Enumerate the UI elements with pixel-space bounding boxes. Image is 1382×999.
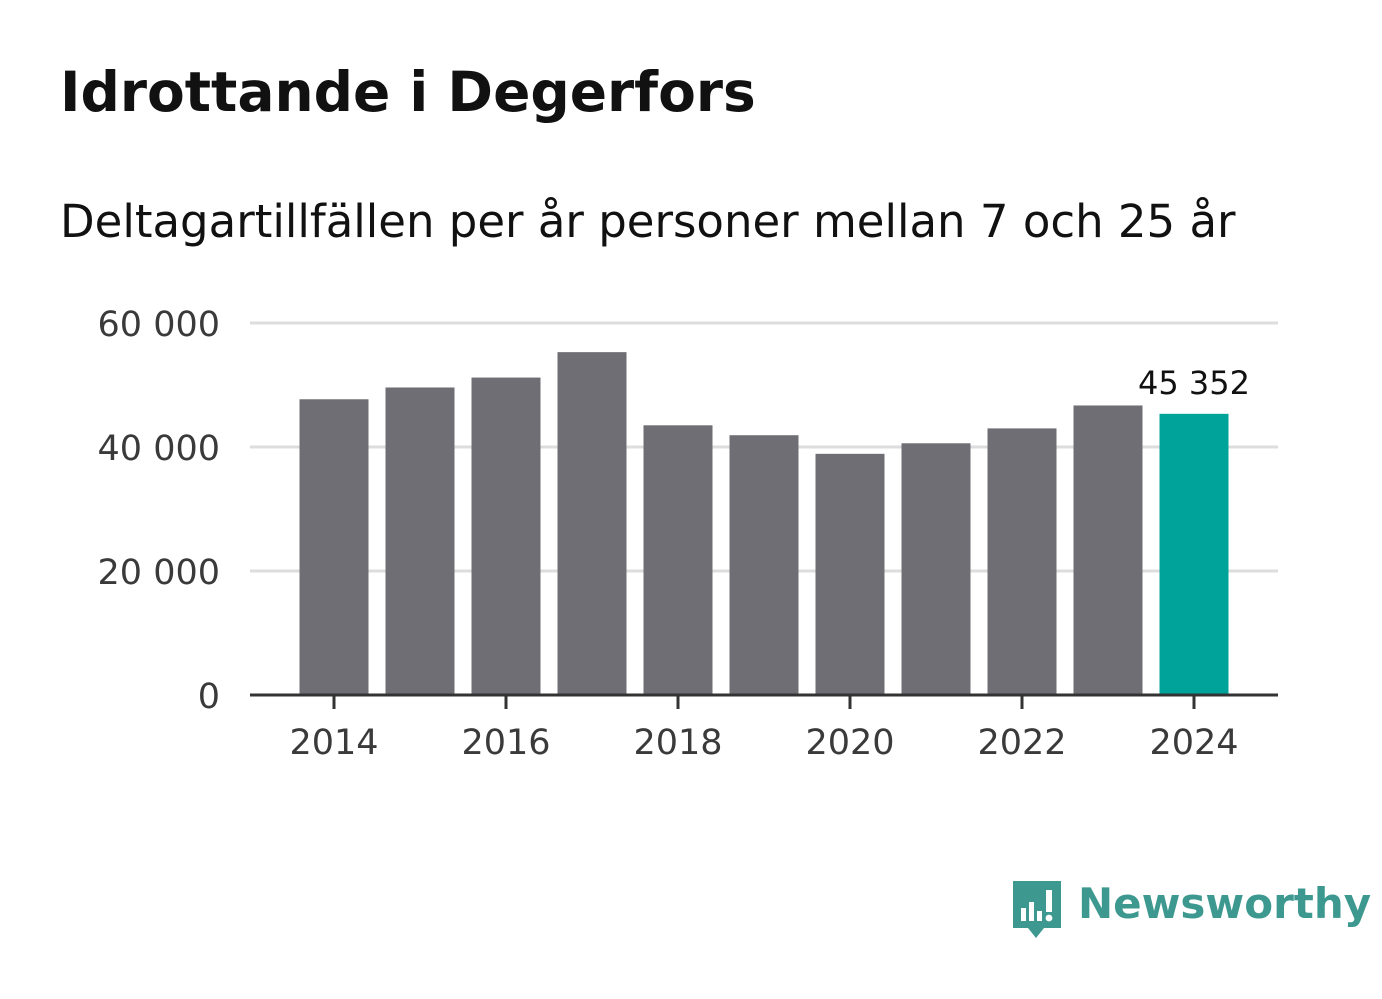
bar	[557, 352, 627, 695]
x-tick-label: 2018	[633, 723, 722, 763]
bar	[729, 435, 799, 695]
bar	[643, 425, 713, 695]
bars	[299, 352, 1229, 695]
x-tick-label: 2014	[289, 723, 378, 763]
bar	[385, 387, 455, 695]
bar	[901, 443, 971, 695]
bar-highlight	[1159, 413, 1229, 695]
bar	[815, 453, 885, 695]
x-tick-label: 2022	[977, 723, 1066, 763]
bar	[1073, 405, 1143, 695]
y-tick-label: 40 000	[98, 429, 220, 469]
y-tick-label: 60 000	[98, 305, 220, 345]
brand-name: Newsworthy	[1078, 879, 1372, 928]
chart-subtitle: Deltagartillfällen per år personer mella…	[60, 195, 1236, 248]
y-tick-label: 0	[198, 677, 220, 717]
axes	[250, 693, 1278, 709]
labels: 0 20 000 40 000 60 000 45 352 2014 2016 2018 202…	[98, 305, 1250, 763]
bar	[987, 428, 1057, 695]
chart-title: Idrottande i Degerfors	[60, 60, 756, 124]
highlight-value-label: 45 352	[1138, 364, 1250, 402]
brand-logo[interactable]: Newsworthy	[1010, 878, 1371, 940]
bar	[471, 377, 541, 695]
y-tick-label: 20 000	[98, 553, 220, 593]
bar	[299, 399, 369, 695]
newsworthy-logo-icon	[1013, 881, 1061, 938]
x-tick-label: 2024	[1149, 723, 1238, 763]
x-tick-label: 2016	[461, 723, 550, 763]
x-tick-label: 2020	[805, 723, 894, 763]
